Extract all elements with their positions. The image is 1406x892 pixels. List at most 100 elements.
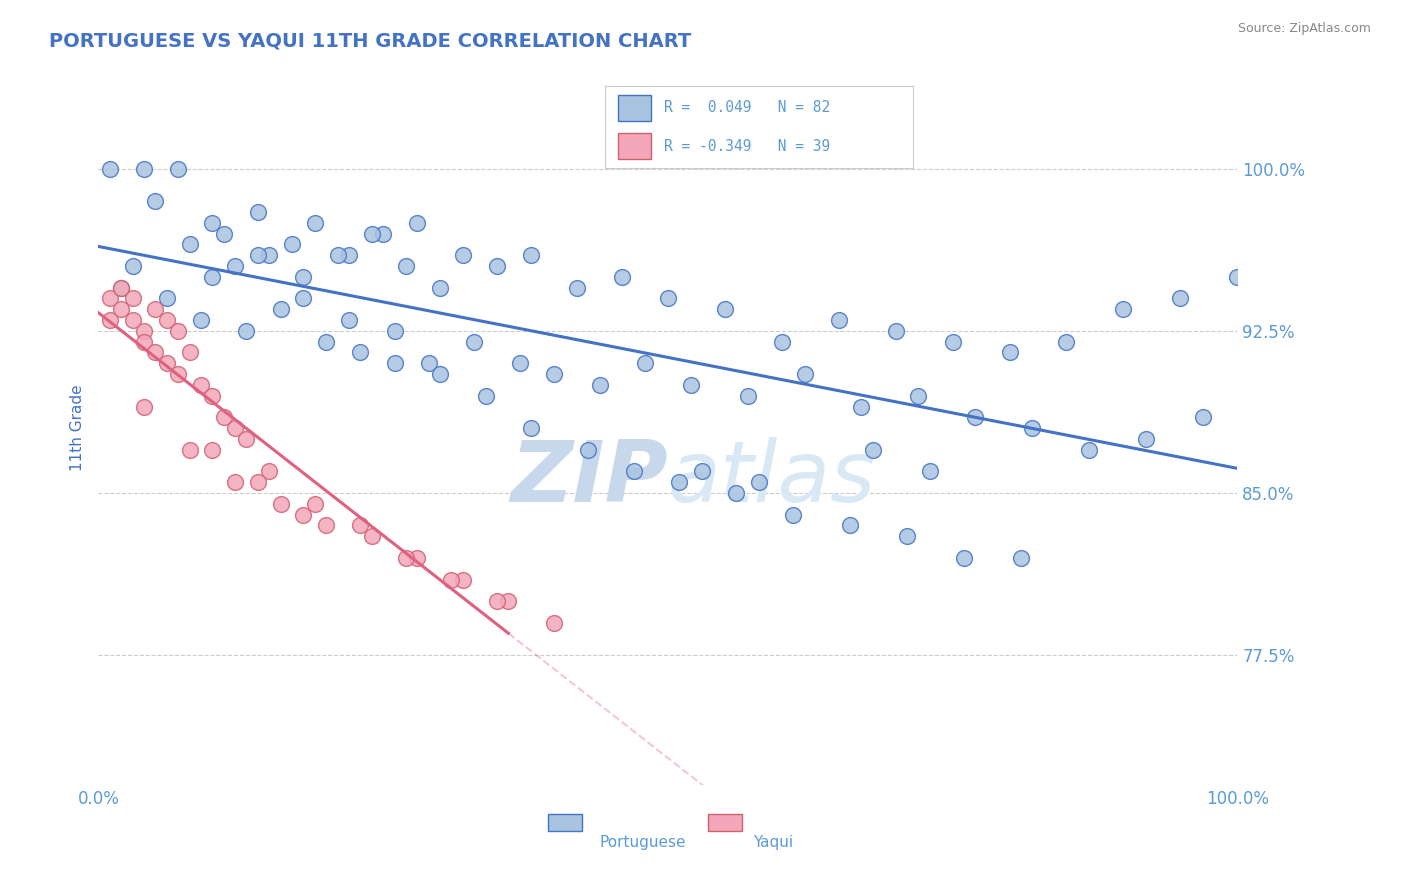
Point [406,550,429,565]
Point [1078,442,1101,457]
Point [384,356,406,370]
Point [862,442,884,457]
Point [576,442,599,457]
Point [679,378,702,392]
Point [145,302,167,317]
Point [360,529,382,543]
Point [270,497,292,511]
Point [235,324,257,338]
Point [486,259,509,273]
Point [907,389,929,403]
Point [201,442,224,457]
Point [179,237,201,252]
Point [612,269,634,284]
Text: Source: ZipAtlas.com: Source: ZipAtlas.com [1237,22,1371,36]
Point [121,292,143,306]
Text: PORTUGUESE VS YAQUI 11TH GRADE CORRELATION CHART: PORTUGUESE VS YAQUI 11TH GRADE CORRELATI… [49,31,692,50]
Point [167,324,190,338]
Point [748,475,770,490]
Point [782,508,804,522]
Point [259,248,281,262]
Point [463,334,485,349]
Point [1226,269,1249,284]
Point [145,194,167,208]
Point [474,389,496,403]
Point [429,280,451,294]
Text: Yaqui: Yaqui [754,835,793,850]
Point [201,269,224,284]
Point [315,518,337,533]
Point [451,248,474,262]
Point [156,356,179,370]
Point [224,421,246,435]
Point [371,227,394,241]
Point [690,464,713,478]
Point [212,410,235,425]
Point [121,313,143,327]
Point [337,313,360,327]
Point [167,161,190,176]
Point [132,334,155,349]
Point [588,378,610,392]
Point [520,421,543,435]
Point [725,486,748,500]
Point [98,292,121,306]
Point [965,410,987,425]
Point [839,518,862,533]
Point [201,216,224,230]
Point [770,334,793,349]
Point [395,259,418,273]
Point [1135,432,1157,446]
Point [235,432,257,446]
Point [395,550,418,565]
Point [851,400,873,414]
Bar [548,814,582,831]
Point [179,345,201,359]
Point [110,280,132,294]
Point [1170,292,1192,306]
Point [246,475,269,490]
Point [406,216,429,230]
Point [349,345,371,359]
Text: ZIP: ZIP [510,436,668,520]
Text: Portuguese: Portuguese [599,835,686,850]
Point [292,292,315,306]
Text: atlas: atlas [668,436,876,520]
Point [623,464,645,478]
Point [132,324,155,338]
Bar [707,814,742,831]
Point [201,389,224,403]
Point [440,573,463,587]
Point [259,464,281,478]
Point [896,529,918,543]
Point [326,248,349,262]
Y-axis label: 11th Grade: 11th Grade [69,384,84,472]
Point [668,475,690,490]
Point [384,324,406,338]
Point [156,292,179,306]
Point [98,161,121,176]
Point [246,205,269,219]
Point [429,367,451,381]
Point [942,334,965,349]
Point [110,302,132,317]
Point [110,280,132,294]
Point [156,313,179,327]
Point [212,227,235,241]
Point [292,269,315,284]
Point [190,313,212,327]
Point [998,345,1021,359]
Point [793,367,815,381]
Point [1112,302,1135,317]
Point [270,302,292,317]
Point [292,508,315,522]
Point [451,573,474,587]
Point [190,378,212,392]
Point [246,248,269,262]
Point [1010,550,1032,565]
Point [828,313,851,327]
Point [281,237,304,252]
Point [304,216,326,230]
Point [953,550,976,565]
Point [98,313,121,327]
